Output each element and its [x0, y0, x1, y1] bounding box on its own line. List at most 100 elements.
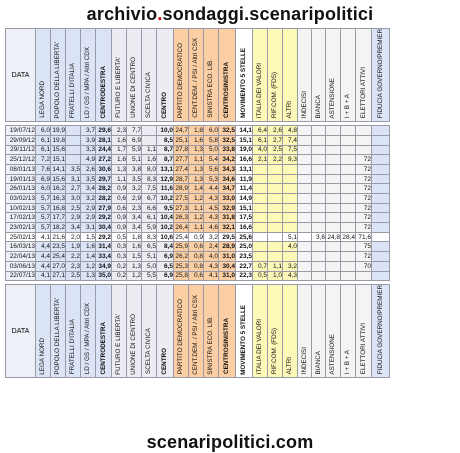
row-date: 25/02/13	[5, 231, 36, 243]
table-cell	[311, 202, 326, 214]
table-cell: 1,3	[188, 163, 204, 175]
table-cell: 1,2	[126, 270, 142, 282]
column-header: FUTURO E LIBERTA'	[111, 27, 127, 123]
table-cell: 34,9	[95, 260, 112, 272]
table-cell: 72	[355, 202, 372, 214]
table-cell: 4,1	[35, 270, 51, 282]
table-cell: 1,4	[80, 251, 96, 262]
table-cell	[252, 163, 268, 175]
column-header: ELETTORI ATTIVI	[355, 27, 372, 123]
table-cell: 6,0	[35, 183, 51, 195]
column-header: ELETTORI ATTIVI	[355, 284, 372, 379]
table-cell: 8,3	[141, 231, 157, 243]
table-cell: 2,7	[267, 134, 283, 146]
table-cell: 22,3	[235, 270, 253, 282]
table-cell	[297, 163, 312, 175]
table-cell: 25,0	[235, 241, 253, 253]
table-cell: 6,5	[141, 241, 157, 253]
table-cell: 29,7	[95, 173, 112, 185]
table-cell: 3,6	[311, 231, 326, 243]
column-header: BIANCA	[311, 284, 326, 379]
header-row-bottom: DATA LEGA NORD POPOLO DELLA LIBERTA' FRATEL…	[5, 284, 390, 379]
table-cell: 0,3	[111, 251, 127, 262]
table-cell: 0,2	[111, 260, 127, 272]
column-header-label: ASTENSIONE	[329, 333, 336, 375]
table-cell: 15,6	[50, 173, 66, 185]
table-cell: 19,0	[235, 144, 253, 156]
column-header: UNIONE DI CENTRO	[126, 284, 142, 379]
table-cell	[252, 183, 268, 195]
table-cell: 2,3	[126, 202, 142, 214]
table-cell	[325, 212, 341, 224]
column-header: RIF.COM. (FDS)	[267, 284, 283, 379]
table-cell: 0,9	[111, 183, 127, 195]
table-cell: 72	[355, 251, 372, 262]
table-cell	[325, 173, 341, 185]
table-cell	[267, 173, 283, 185]
column-header: CENT.DEM. / PSI / Altri CSX	[188, 27, 204, 123]
column-header-label: POPOLO DELLA LIBERTA'	[54, 41, 61, 119]
page-title: archivio.sondaggi.scenaripolitici	[86, 4, 374, 24]
table-cell: 24,8	[325, 231, 341, 243]
column-header-label: CENTRODESTRA	[99, 65, 107, 119]
table-cell: 14,9	[235, 193, 253, 204]
table-cell	[371, 251, 390, 262]
column-header: BIANCA	[311, 27, 326, 123]
column-header: FUTURO E LIBERTA'	[111, 284, 127, 379]
table-cell	[282, 183, 298, 195]
table-cell	[325, 202, 341, 214]
table-cell	[282, 193, 298, 204]
column-header: CENTROSINISTRA	[218, 284, 236, 379]
table-cell: 3,5	[80, 173, 96, 185]
table-cell: 19,9	[50, 125, 66, 136]
row-date: 25/12/12	[5, 154, 36, 165]
table-cell	[252, 193, 268, 204]
table-cell: 29,2	[95, 212, 112, 224]
column-header: LD / GS / MPA / Altri CDX	[80, 27, 96, 123]
table-cell: 4,3	[203, 212, 219, 224]
table-cell: 4,3	[282, 270, 298, 282]
table-row: 08/01/13 7,6 14,1 3,5 2,6 30,6 1,3 3,8 8,0 13,1 27…	[5, 163, 390, 175]
table-cell: 7,7	[126, 125, 142, 136]
table-cell: 5,3	[203, 173, 219, 185]
table-cell	[340, 193, 356, 204]
table-cell	[267, 202, 283, 214]
column-header-label: I + B + A	[344, 350, 351, 375]
table-cell: 1,1	[188, 222, 204, 233]
table-cell: 9,3	[282, 154, 298, 165]
table-cell: 34,6	[218, 173, 236, 185]
column-header-label: CENTRO	[161, 347, 168, 375]
date-column-header: DATA	[5, 284, 36, 379]
table-cell	[325, 270, 341, 282]
table-cell	[267, 231, 283, 243]
column-header-label: CENTRO	[161, 91, 168, 119]
table-row: 03/02/13 5,7 16,3 3,0 3,2 28,2 0,6 2,9 6,7 10,2 27…	[5, 193, 390, 204]
table-row: 19/01/13 6,9 15,6 3,1 3,5 29,7 1,1 3,5 8,3 12,9 28…	[5, 173, 390, 185]
table-cell	[371, 154, 390, 165]
table-cell: 4,4	[203, 183, 219, 195]
table-cell	[252, 231, 268, 243]
column-header: MOVIMENTO 5 STELLE	[235, 284, 253, 379]
column-header-label: ALTRI	[286, 357, 293, 375]
table-cell: 2,7	[65, 183, 81, 195]
table-cell	[282, 212, 298, 224]
table-cell	[267, 163, 283, 175]
column-header-label: LD / GS / MPA / Altri CDX	[84, 46, 91, 119]
table-cell	[371, 183, 390, 195]
table-cell	[252, 241, 268, 253]
row-date: 19/07/12	[5, 125, 36, 136]
table-cell: 27,7	[173, 154, 189, 165]
table-cell	[325, 183, 341, 195]
table-cell	[311, 222, 326, 233]
row-date: 26/01/13	[5, 183, 36, 195]
table-cell: 6,9	[156, 251, 174, 262]
row-date: 22/07/13	[5, 270, 36, 282]
table-cell: 25,4	[50, 251, 66, 262]
table-cell	[325, 134, 341, 146]
table-cell	[297, 193, 312, 204]
column-header: ALTRI	[282, 284, 298, 379]
column-header: POPOLO DELLA LIBERTA'	[50, 284, 66, 379]
table-cell	[325, 144, 341, 156]
column-header-label: INDECISI	[300, 347, 308, 375]
table-cell: 1,6	[126, 241, 142, 253]
